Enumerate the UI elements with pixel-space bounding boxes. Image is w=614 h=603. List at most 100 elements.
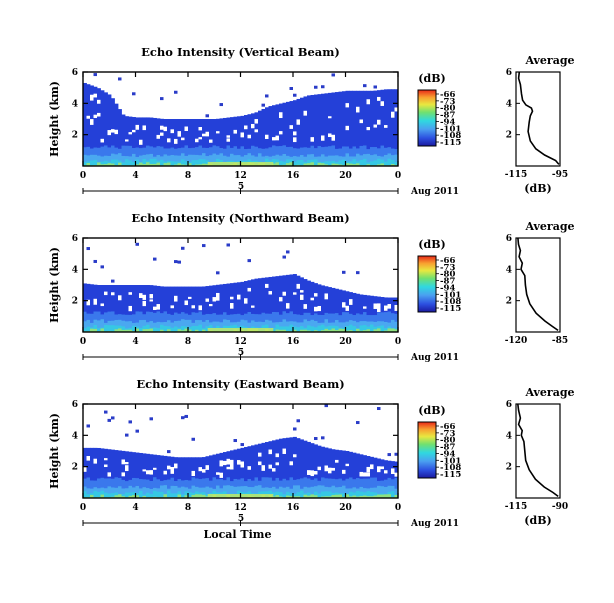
echo-cell (181, 326, 185, 332)
echo-cell (139, 327, 143, 332)
echo-cell (149, 321, 154, 332)
echo-cell (286, 163, 290, 166)
echo-cell (307, 160, 311, 166)
echo-cell (317, 146, 322, 166)
echo-cell (282, 319, 287, 332)
echo-cell (100, 90, 105, 166)
echo-cell (307, 163, 311, 166)
echo-cell (97, 447, 101, 498)
echo-speck (247, 259, 251, 263)
day-label: 5 (238, 182, 244, 192)
echo-cell (205, 486, 210, 498)
echo-cell (135, 485, 140, 498)
echo-gap (195, 138, 199, 143)
echo-cell (83, 328, 87, 332)
echo-gap (209, 139, 213, 143)
echo-gap (202, 133, 206, 137)
echo-cell (163, 154, 168, 166)
echo-gap (377, 119, 381, 125)
echo-cell (324, 93, 329, 166)
echo-cell (321, 285, 325, 332)
echo-gap (293, 292, 297, 295)
x-tick-label: 0 (395, 503, 401, 513)
echo-gap (170, 469, 175, 474)
echo-gap (394, 304, 399, 311)
echo-cell (377, 90, 381, 166)
echo-cell (268, 477, 273, 498)
echo-cell (370, 496, 374, 498)
echo-gap (118, 295, 122, 301)
echo-gap (226, 466, 231, 470)
echo-cell (282, 494, 287, 498)
echo-cell (366, 295, 371, 332)
echo-cell (177, 286, 182, 332)
echo-cell (310, 486, 315, 498)
echo-cell (97, 491, 101, 498)
echo-gap (261, 465, 266, 471)
echo-cell (219, 284, 224, 332)
echo-gap (93, 93, 98, 98)
echo-cell (307, 325, 311, 332)
echo-cell (363, 325, 367, 332)
y-tick-label: 6 (72, 68, 78, 78)
echo-cell (293, 436, 297, 498)
echo-cell (142, 164, 147, 166)
echo-cell (370, 161, 374, 166)
echo-cell (380, 494, 385, 498)
echo-cell (286, 101, 290, 166)
echo-cell (310, 162, 315, 166)
echo-cell (384, 486, 388, 498)
echo-cell (132, 153, 136, 166)
y-tick-label: 4 (72, 99, 78, 109)
echo-gap (366, 472, 371, 477)
echo-cell (111, 159, 115, 166)
echo-speck (240, 443, 244, 447)
echo-cell (142, 285, 147, 332)
echo-cell (195, 325, 199, 332)
panel-2: Echo Intensity (Eastward Beam) 2 4 6 Height … (48, 377, 575, 541)
echo-cell (307, 280, 311, 332)
echo-cell (146, 324, 150, 332)
echo-cell (328, 155, 332, 166)
echo-cell (135, 495, 140, 498)
echo-cell (177, 155, 182, 166)
echo-gap (366, 126, 371, 131)
profile-y-tick-label: 2 (506, 131, 512, 141)
echo-cell (377, 485, 381, 498)
echo-cell (258, 110, 262, 166)
echo-cell (279, 438, 283, 498)
colorbar-tick-label: -115 (440, 470, 461, 480)
echo-cell (86, 283, 91, 332)
echo-cell (356, 322, 360, 332)
echo-cell (125, 492, 129, 498)
echo-speck (286, 250, 290, 254)
echo-cell (135, 159, 140, 166)
echo-cell (146, 329, 150, 332)
y-tick-label: 2 (72, 297, 78, 307)
echo-cell (100, 164, 105, 166)
echo-gap (153, 467, 157, 470)
echo-gap (272, 137, 276, 141)
echo-speck (314, 437, 318, 441)
echo-cell (328, 491, 332, 498)
echo-speck (373, 85, 377, 89)
echo-cell (314, 159, 318, 166)
echo-gap (233, 129, 238, 134)
x-tick-label: 8 (185, 337, 191, 347)
echo-cell (293, 274, 297, 332)
echo-cell (279, 329, 283, 332)
echo-cell (160, 118, 164, 166)
echo-cell (163, 494, 168, 498)
echo-speck (125, 433, 129, 437)
echo-cell (202, 119, 206, 166)
echo-cell (90, 447, 94, 498)
echo-cell (121, 285, 126, 332)
echo-cell (181, 457, 185, 498)
echo-cell (370, 155, 374, 166)
echo-cell (198, 119, 203, 166)
echo-cell (212, 119, 217, 166)
echo-cell (205, 160, 210, 166)
echo-gap (268, 291, 273, 295)
echo-cell (153, 117, 157, 166)
echo-cell (191, 325, 196, 332)
